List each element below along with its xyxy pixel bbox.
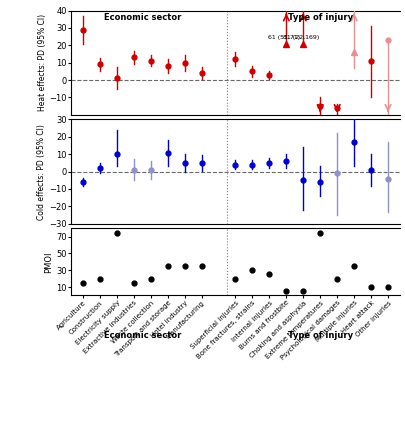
Text: 61 (51,71): 61 (51,71)	[267, 35, 299, 40]
Text: Type of injury: Type of injury	[287, 13, 352, 22]
Text: 81 (22,169): 81 (22,169)	[282, 35, 318, 40]
Text: Economic sector: Economic sector	[103, 330, 181, 340]
Text: Economic sector: Economic sector	[103, 13, 181, 22]
Y-axis label: Heat effects: PD (95% CI): Heat effects: PD (95% CI)	[38, 14, 47, 111]
Text: Type of injury: Type of injury	[287, 330, 352, 340]
Y-axis label: PMOI: PMOI	[45, 251, 53, 273]
Y-axis label: Cold effects: PD (95% CI): Cold effects: PD (95% CI)	[37, 124, 46, 219]
